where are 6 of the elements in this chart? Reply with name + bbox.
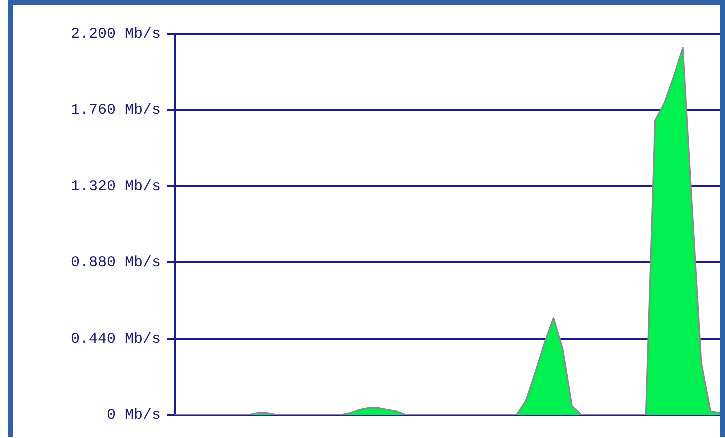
y-tick-label: 2.200 Mb/s [70, 26, 161, 43]
y-tick-label: 1.760 Mb/s [70, 102, 161, 120]
y-tick-label: 0.880 Mb/s [70, 254, 161, 272]
y-tick-label: 0 Mb/s [106, 406, 161, 424]
y-tick-label: 1.320 Mb/s [70, 178, 161, 196]
y-tick-label: 0.440 Mb/s [70, 330, 161, 348]
